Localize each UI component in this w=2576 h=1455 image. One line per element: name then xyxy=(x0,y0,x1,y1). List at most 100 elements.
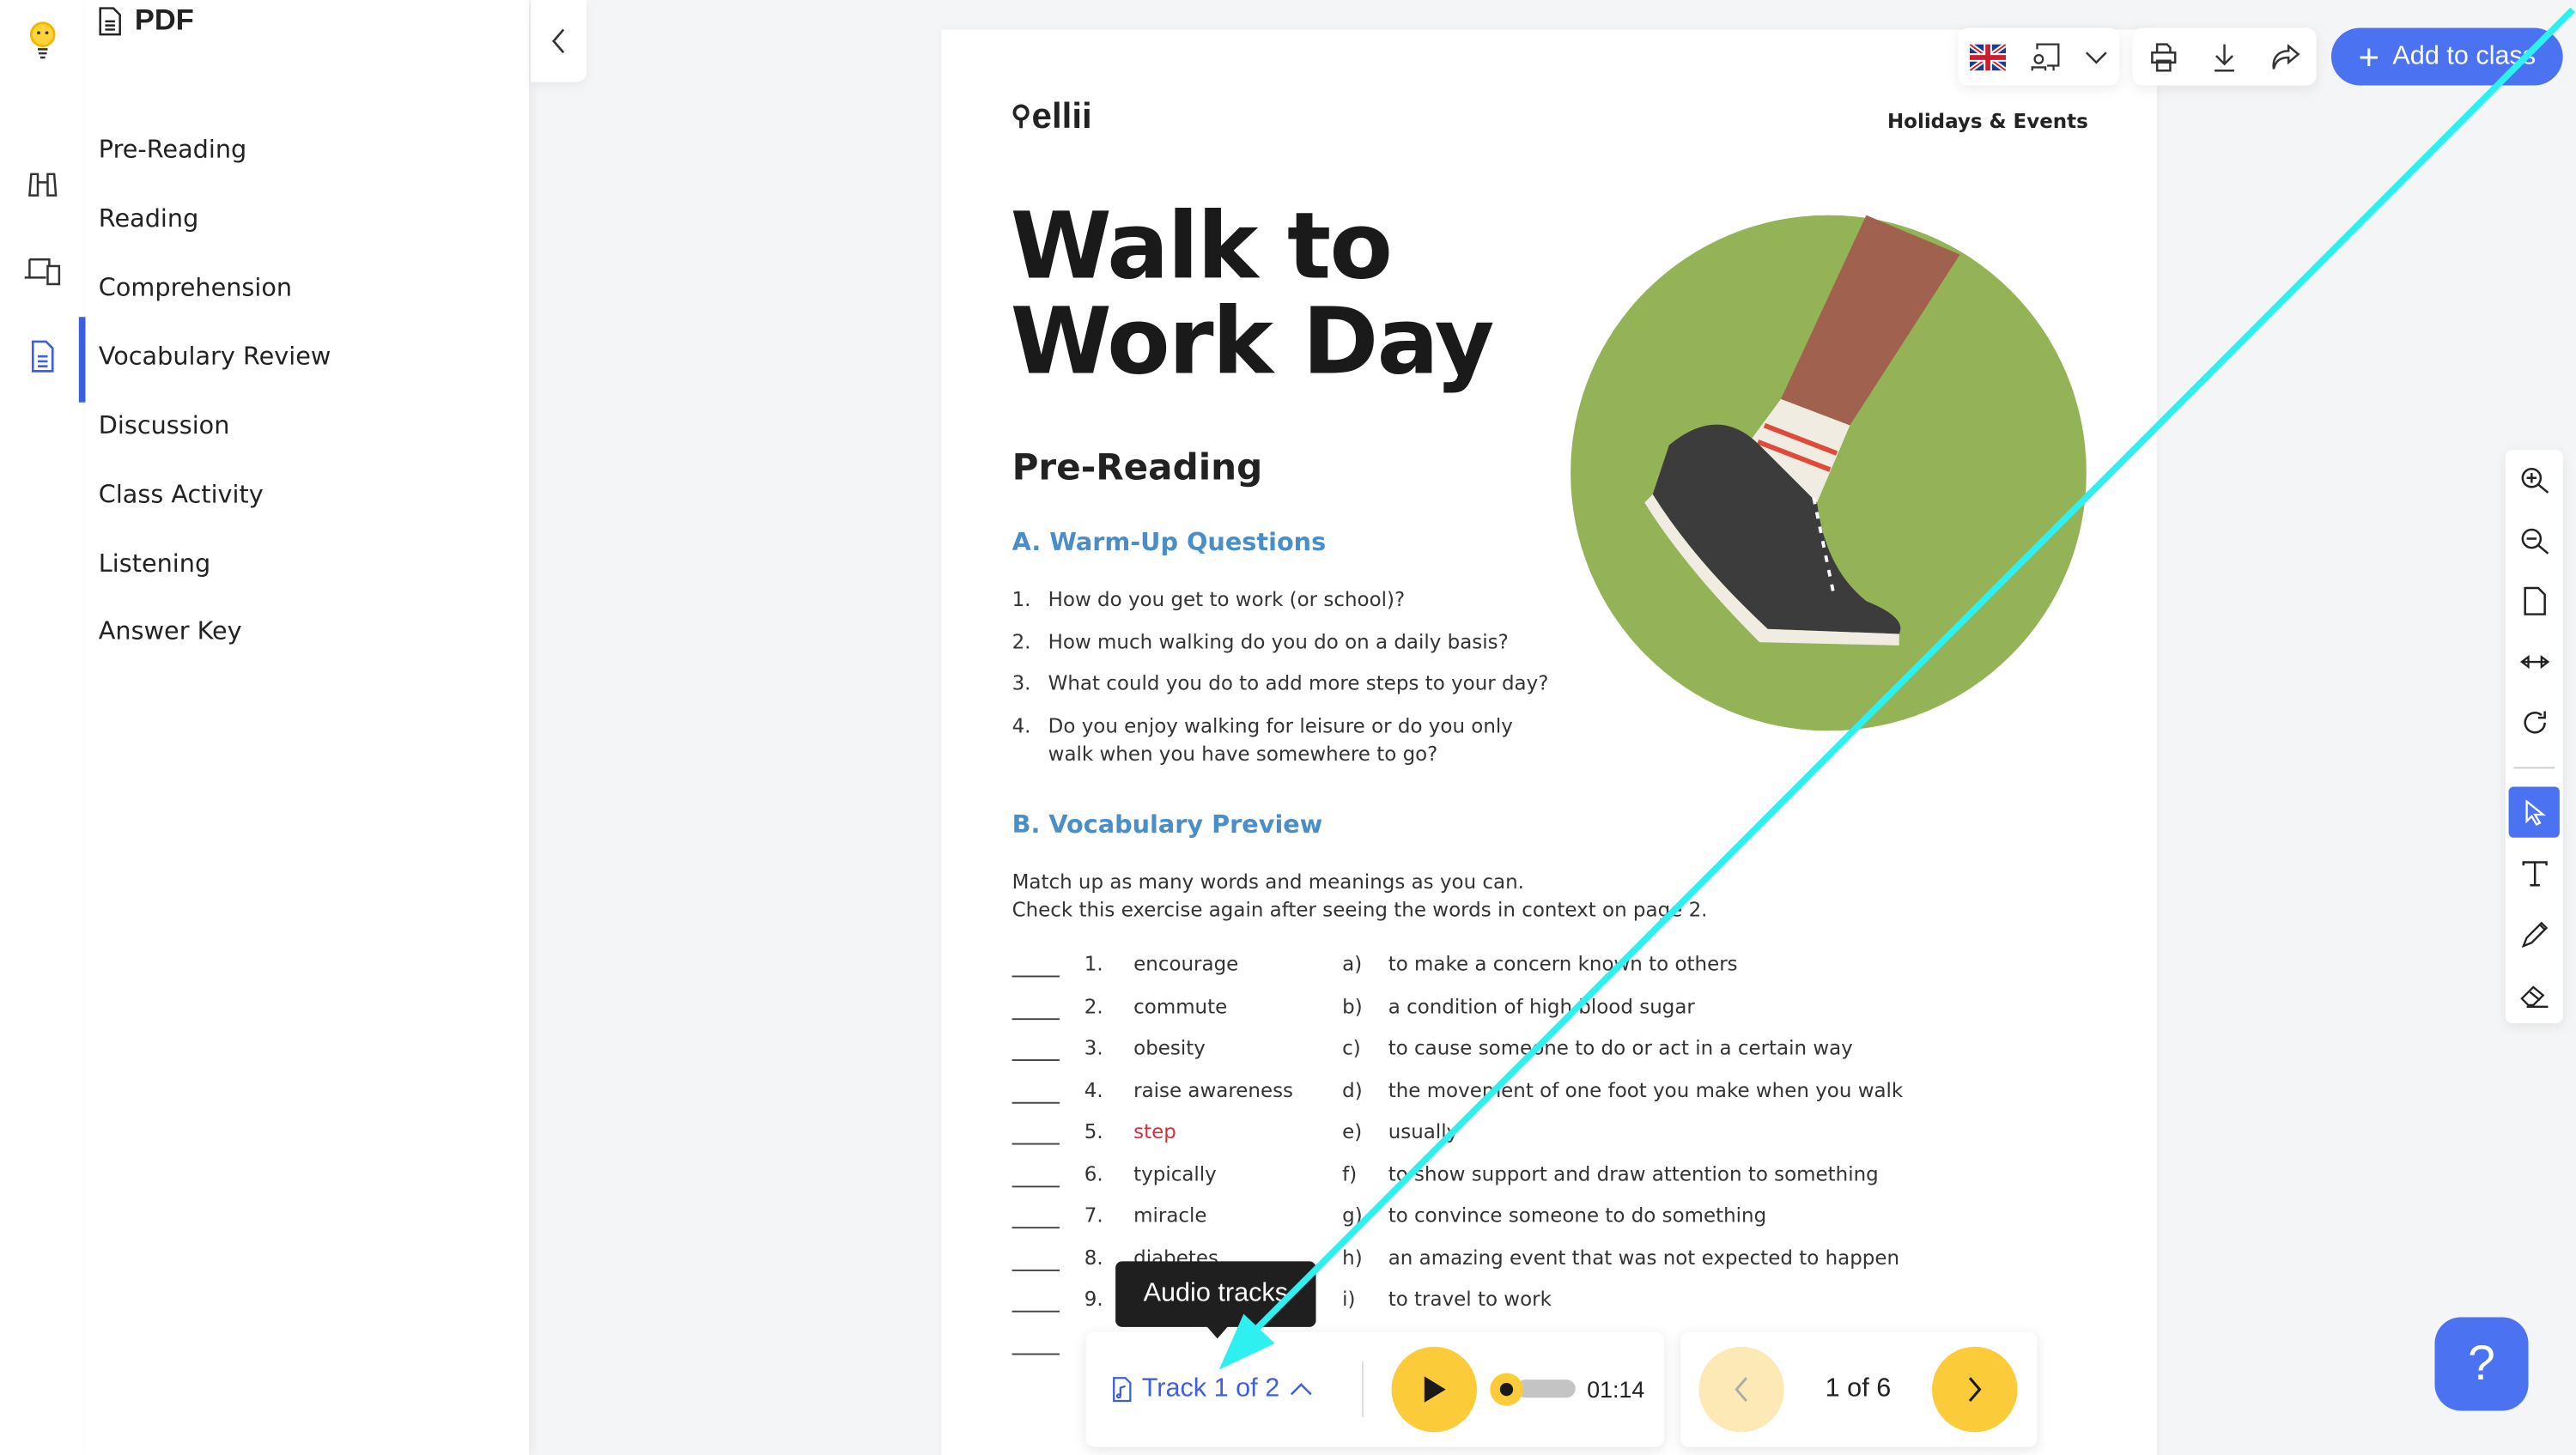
vocab-row: 1. encourage a) to make a concern known to … xyxy=(941,953,2091,982)
audio-progress-knob[interactable] xyxy=(1490,1373,1523,1406)
document-title: Walk to Work Day xyxy=(1010,193,1495,397)
text-tool-button[interactable] xyxy=(2509,847,2560,898)
help-button[interactable]: ? xyxy=(2434,1317,2529,1411)
question-2: 2. How much walking do you do on a daily … xyxy=(1012,630,1509,654)
vocab-row: 3. obesity c) to cause someone to do or act… xyxy=(941,1036,2091,1065)
title-line-1: Walk to xyxy=(1010,193,1393,301)
binoculars-icon[interactable] xyxy=(21,162,64,205)
audio-player: Track 1 of 2 01:14 xyxy=(1085,1331,1665,1447)
zoom-in-icon xyxy=(2520,467,2549,493)
vocab-row: 7. miracle g) to convince someone to do som… xyxy=(941,1203,2091,1233)
zoom-out-button[interactable] xyxy=(2509,516,2560,567)
chevron-left-icon xyxy=(552,28,565,54)
vocab-number: 3. xyxy=(1084,1036,1103,1060)
answer-blank xyxy=(1012,1100,1060,1103)
nav-header: PDF xyxy=(99,3,194,38)
pdf-file-icon xyxy=(99,6,121,35)
vocab-number: 7. xyxy=(1084,1203,1103,1228)
ellii-bulb-logo-icon[interactable] xyxy=(21,20,64,63)
vocab-definition: usually xyxy=(1388,1119,1459,1143)
eraser-tool-button[interactable] xyxy=(2509,969,2560,1020)
add-to-class-button[interactable]: + Add to class xyxy=(2330,27,2563,86)
section-nav: PDF Pre-Reading Reading Comprehension Vo… xyxy=(85,0,530,1455)
share-icon[interactable] xyxy=(2270,43,2300,70)
walking-shoe-illustration xyxy=(1571,215,2087,731)
vocab-word: step xyxy=(1133,1119,1176,1143)
select-tool-button[interactable] xyxy=(2508,786,2560,838)
page-indicator: 1 of 6 xyxy=(1825,1374,1892,1403)
title-line-2: Work Day xyxy=(1010,288,1495,397)
question-3: 3. What could you do to add more steps to… xyxy=(1012,671,1549,695)
chevron-down-icon[interactable] xyxy=(2085,50,2108,64)
track-label: Track 1 of 2 xyxy=(1141,1374,1280,1403)
devices-icon[interactable] xyxy=(21,250,64,293)
zoom-in-button[interactable] xyxy=(2509,455,2560,506)
vocab-definition: to show support and draw attention to so… xyxy=(1388,1161,1879,1185)
answer-blank xyxy=(1012,1227,1060,1229)
instructions-line-2: Check this exercise again after seeing t… xyxy=(1012,898,1708,922)
audio-progress-track[interactable] xyxy=(1516,1379,1576,1398)
presenter-view-icon[interactable] xyxy=(2029,42,2062,71)
vocab-word: raise awareness xyxy=(1133,1078,1294,1101)
vocab-letter: i) xyxy=(1342,1288,1356,1311)
question-4: 4. Do you enjoy walking for leisure or do… xyxy=(1012,714,1513,766)
uk-flag-icon[interactable] xyxy=(1970,43,2007,70)
vocab-word: typically xyxy=(1133,1161,1217,1185)
vocab-definition: to convince someone to do something xyxy=(1388,1203,1767,1228)
fit-width-button[interactable] xyxy=(2509,635,2560,686)
nav-item-vocabulary-review[interactable]: Vocabulary Review xyxy=(98,341,331,372)
vocab-number: 2. xyxy=(1084,994,1103,1018)
audio-time: 01:14 xyxy=(1587,1376,1645,1403)
next-page-button[interactable] xyxy=(1932,1346,2018,1433)
fit-page-button[interactable] xyxy=(2509,575,2560,626)
pin-icon xyxy=(1012,104,1030,129)
nav-item-class-activity[interactable]: Class Activity xyxy=(98,479,264,510)
ellii-logo: ellii xyxy=(1012,95,1092,138)
chevron-right-icon xyxy=(1968,1377,1982,1403)
nav-item-pre-reading[interactable]: Pre-Reading xyxy=(98,134,247,165)
vocab-definition: to make a concern known to others xyxy=(1388,952,1738,976)
play-button[interactable] xyxy=(1391,1346,1478,1433)
vocab-row: 5. step e) usually xyxy=(941,1120,2091,1149)
vocab-number: 9. xyxy=(1084,1288,1103,1311)
toolbar-divider xyxy=(2513,767,2555,769)
vocab-number: 4. xyxy=(1084,1078,1103,1101)
audio-tracks-tooltip: Audio tracks xyxy=(1115,1261,1316,1339)
pen-tool-button[interactable] xyxy=(2509,908,2560,959)
answer-blank xyxy=(1012,975,1060,978)
download-icon[interactable] xyxy=(2211,42,2238,71)
document-icon[interactable] xyxy=(21,335,64,378)
collapse-sidebar-button[interactable] xyxy=(530,0,587,82)
nav-item-answer-key[interactable]: Answer Key xyxy=(98,615,242,646)
annotation-toolbar xyxy=(2505,450,2563,1023)
nav-item-comprehension[interactable]: Comprehension xyxy=(98,272,293,303)
pen-icon xyxy=(2520,920,2548,948)
category-label: Holidays & Events xyxy=(1886,110,2088,133)
answer-blank xyxy=(1012,1352,1060,1355)
nav-item-listening[interactable]: Listening xyxy=(98,549,211,579)
add-to-class-label: Add to class xyxy=(2392,41,2537,70)
nav-item-reading[interactable]: Reading xyxy=(98,203,199,233)
vocab-letter: b) xyxy=(1342,994,1363,1018)
nav-item-discussion[interactable]: Discussion xyxy=(98,410,230,440)
help-icon: ? xyxy=(2468,1336,2495,1391)
question-1: 1. How do you get to work (or school)? xyxy=(1012,587,1406,611)
vocab-letter: c) xyxy=(1342,1036,1361,1060)
fit-width-icon xyxy=(2518,654,2549,669)
print-icon[interactable] xyxy=(2149,42,2178,71)
previous-page-button[interactable] xyxy=(1698,1346,1784,1433)
vocab-row: 9. i) to travel to work xyxy=(941,1288,2091,1317)
part-a-heading: A. Warm-Up Questions xyxy=(1012,527,1327,557)
vocab-letter: d) xyxy=(1342,1078,1363,1101)
vocab-letter: g) xyxy=(1342,1203,1363,1228)
vocab-number: 8. xyxy=(1084,1246,1103,1270)
vocab-number: 5. xyxy=(1084,1119,1103,1143)
chevron-left-icon xyxy=(1735,1377,1747,1402)
rotate-button[interactable] xyxy=(2509,696,2560,747)
tooltip-text: Audio tracks xyxy=(1143,1279,1289,1307)
track-selector[interactable]: Track 1 of 2 xyxy=(1112,1374,1312,1403)
divider xyxy=(1362,1361,1364,1418)
answer-blank xyxy=(1012,1059,1060,1061)
answer-blank xyxy=(1012,1269,1060,1270)
answer-blank xyxy=(1012,1310,1060,1313)
